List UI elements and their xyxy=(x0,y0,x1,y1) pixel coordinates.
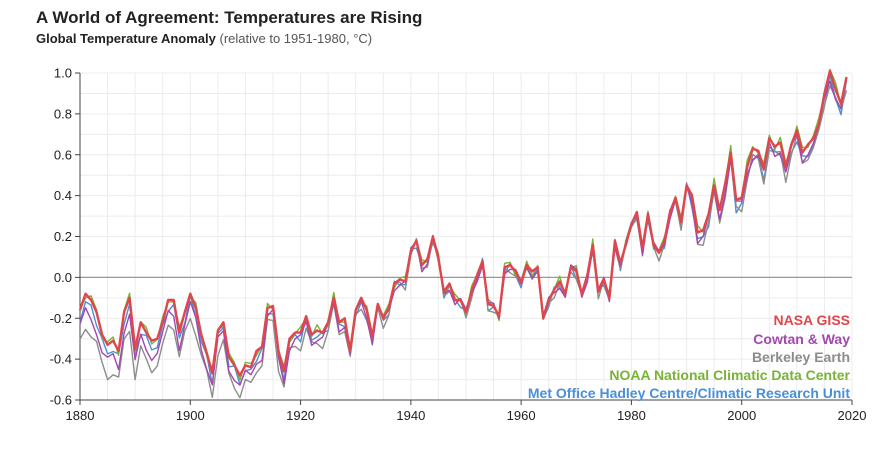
x-tick-label: 1920 xyxy=(286,408,315,423)
y-tick-label: 1.0 xyxy=(54,66,72,81)
y-tick-label: 0.6 xyxy=(54,147,72,162)
series-line-2 xyxy=(79,85,848,399)
y-tick-label: 0.8 xyxy=(54,106,72,121)
series-line-4 xyxy=(79,74,848,386)
x-tick-label: 1980 xyxy=(617,408,646,423)
x-tick-label: 1900 xyxy=(176,408,205,423)
y-tick-label: -0.4 xyxy=(50,352,72,367)
y-tick-label: 0.4 xyxy=(54,188,72,203)
x-tick-label: 1940 xyxy=(396,408,425,423)
subtitle-bold: Global Temperature Anomaly xyxy=(36,31,216,46)
series-line-0 xyxy=(78,69,848,377)
chart-subtitle: Global Temperature Anomaly (relative to … xyxy=(36,31,372,46)
legend-item: Berkeley Earth xyxy=(752,349,850,365)
x-tick-label: 2000 xyxy=(727,408,756,423)
y-tick-label: -0.6 xyxy=(50,393,72,408)
y-tick-label: -0.2 xyxy=(50,311,72,326)
y-tick-label: 0.0 xyxy=(54,270,72,285)
y-tick-label: 0.2 xyxy=(54,229,72,244)
chart-title: A World of Agreement: Temperatures are R… xyxy=(36,8,423,27)
legend-item: NOAA National Climatic Data Center xyxy=(609,367,850,383)
legend-item: NASA GISS xyxy=(774,312,851,328)
subtitle-unit: (relative to 1951-1980, °C) xyxy=(219,31,373,46)
legend-item: Cowtan & Way xyxy=(753,331,850,347)
x-tick-label: 2020 xyxy=(838,408,867,423)
x-tick-label: 1960 xyxy=(507,408,536,423)
x-tick-label: 1880 xyxy=(66,408,95,423)
legend-item: Met Office Hadley Centre/Climatic Resear… xyxy=(528,385,850,401)
